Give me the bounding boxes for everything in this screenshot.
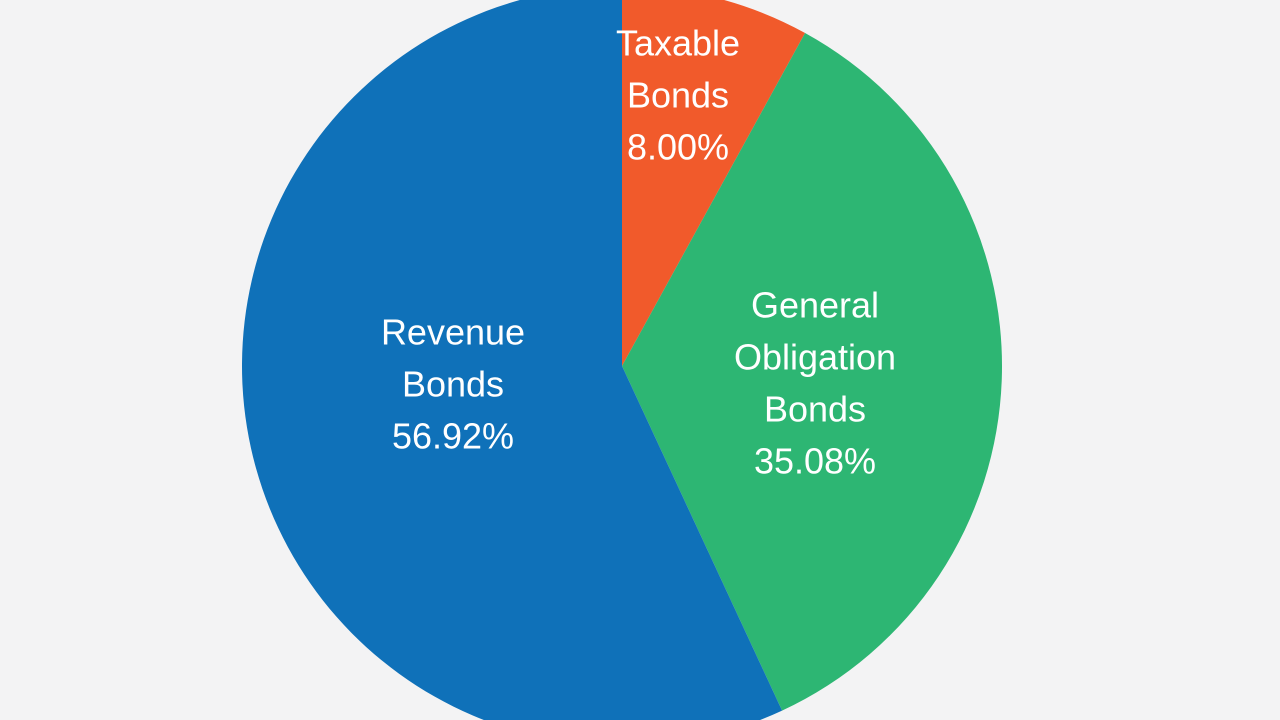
slice-value-label-revenue-bonds: 56.92% — [392, 416, 514, 457]
slice-label-revenue-bonds: Bonds — [402, 364, 504, 405]
pie-slice-taxable-bonds — [622, 0, 806, 366]
slice-label-taxable-bonds: Bonds — [627, 75, 729, 116]
slice-label-general-obligation-bonds: Obligation — [734, 337, 896, 378]
slice-label-taxable-bonds: Taxable — [616, 23, 740, 64]
slice-label-general-obligation-bonds: General — [751, 285, 879, 326]
slice-label-general-obligation-bonds: Bonds — [764, 389, 866, 430]
slice-value-label-taxable-bonds: 8.00% — [627, 127, 729, 168]
slice-label-revenue-bonds: Revenue — [381, 312, 525, 353]
pie-slice-revenue-bonds — [242, 0, 783, 720]
pie-slice-general-obligation-bonds — [622, 33, 1003, 711]
slice-value-label-general-obligation-bonds: 35.08% — [754, 441, 876, 482]
